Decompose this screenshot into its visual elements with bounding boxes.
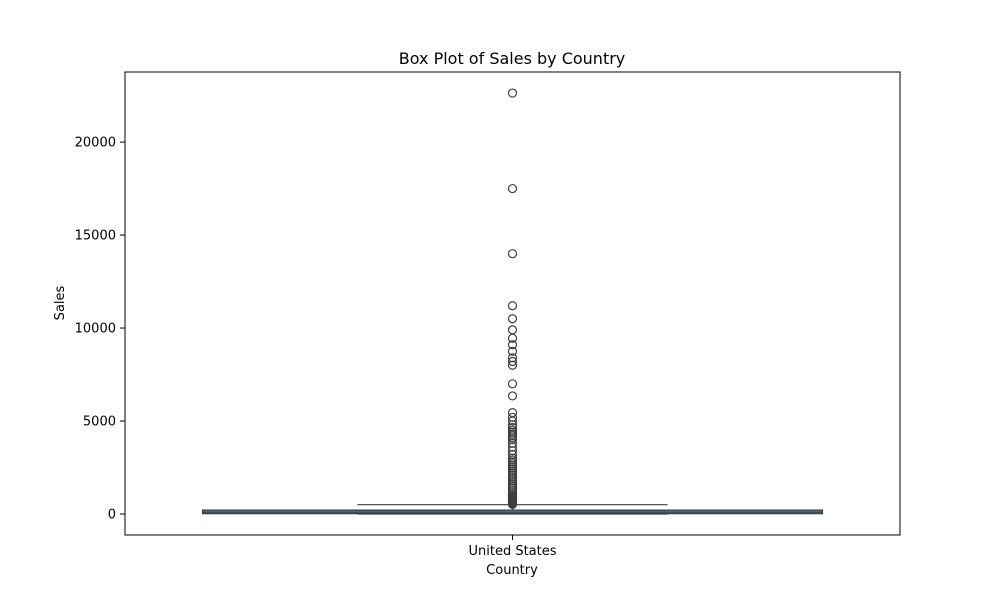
box-iqr <box>201 509 824 515</box>
y-tick-label: 10000 <box>75 322 116 337</box>
outlier-point <box>507 360 518 370</box>
y-axis: 0 5000 10000 15000 20000 <box>75 136 125 522</box>
outlier-point <box>507 379 518 389</box>
y-tick-label: 15000 <box>75 229 116 244</box>
outlier-point <box>507 499 518 509</box>
chart-title: Box Plot of Sales by Country <box>399 49 626 68</box>
outlier-point <box>507 356 518 367</box>
y-tick-label: 5000 <box>83 415 116 430</box>
box-series <box>201 88 824 515</box>
outlier-point <box>507 391 518 401</box>
outlier-point <box>507 301 518 311</box>
outlier-point <box>507 346 518 356</box>
outlier-point <box>507 249 518 259</box>
outlier-point <box>507 314 518 324</box>
x-tick-label: United States <box>468 544 556 559</box>
outlier-point <box>507 408 518 418</box>
outlier-point <box>507 325 518 335</box>
outlier-point <box>507 333 518 343</box>
y-tick-label: 0 <box>108 507 116 522</box>
outlier-point <box>507 183 518 194</box>
x-axis: United States <box>468 535 557 559</box>
outlier-point <box>507 416 518 426</box>
x-axis-label: Country <box>486 563 538 578</box>
outlier-point <box>507 340 518 350</box>
y-axis-label: Sales <box>53 285 68 320</box>
outlier-point <box>507 88 518 98</box>
y-tick-label: 20000 <box>75 136 116 151</box>
